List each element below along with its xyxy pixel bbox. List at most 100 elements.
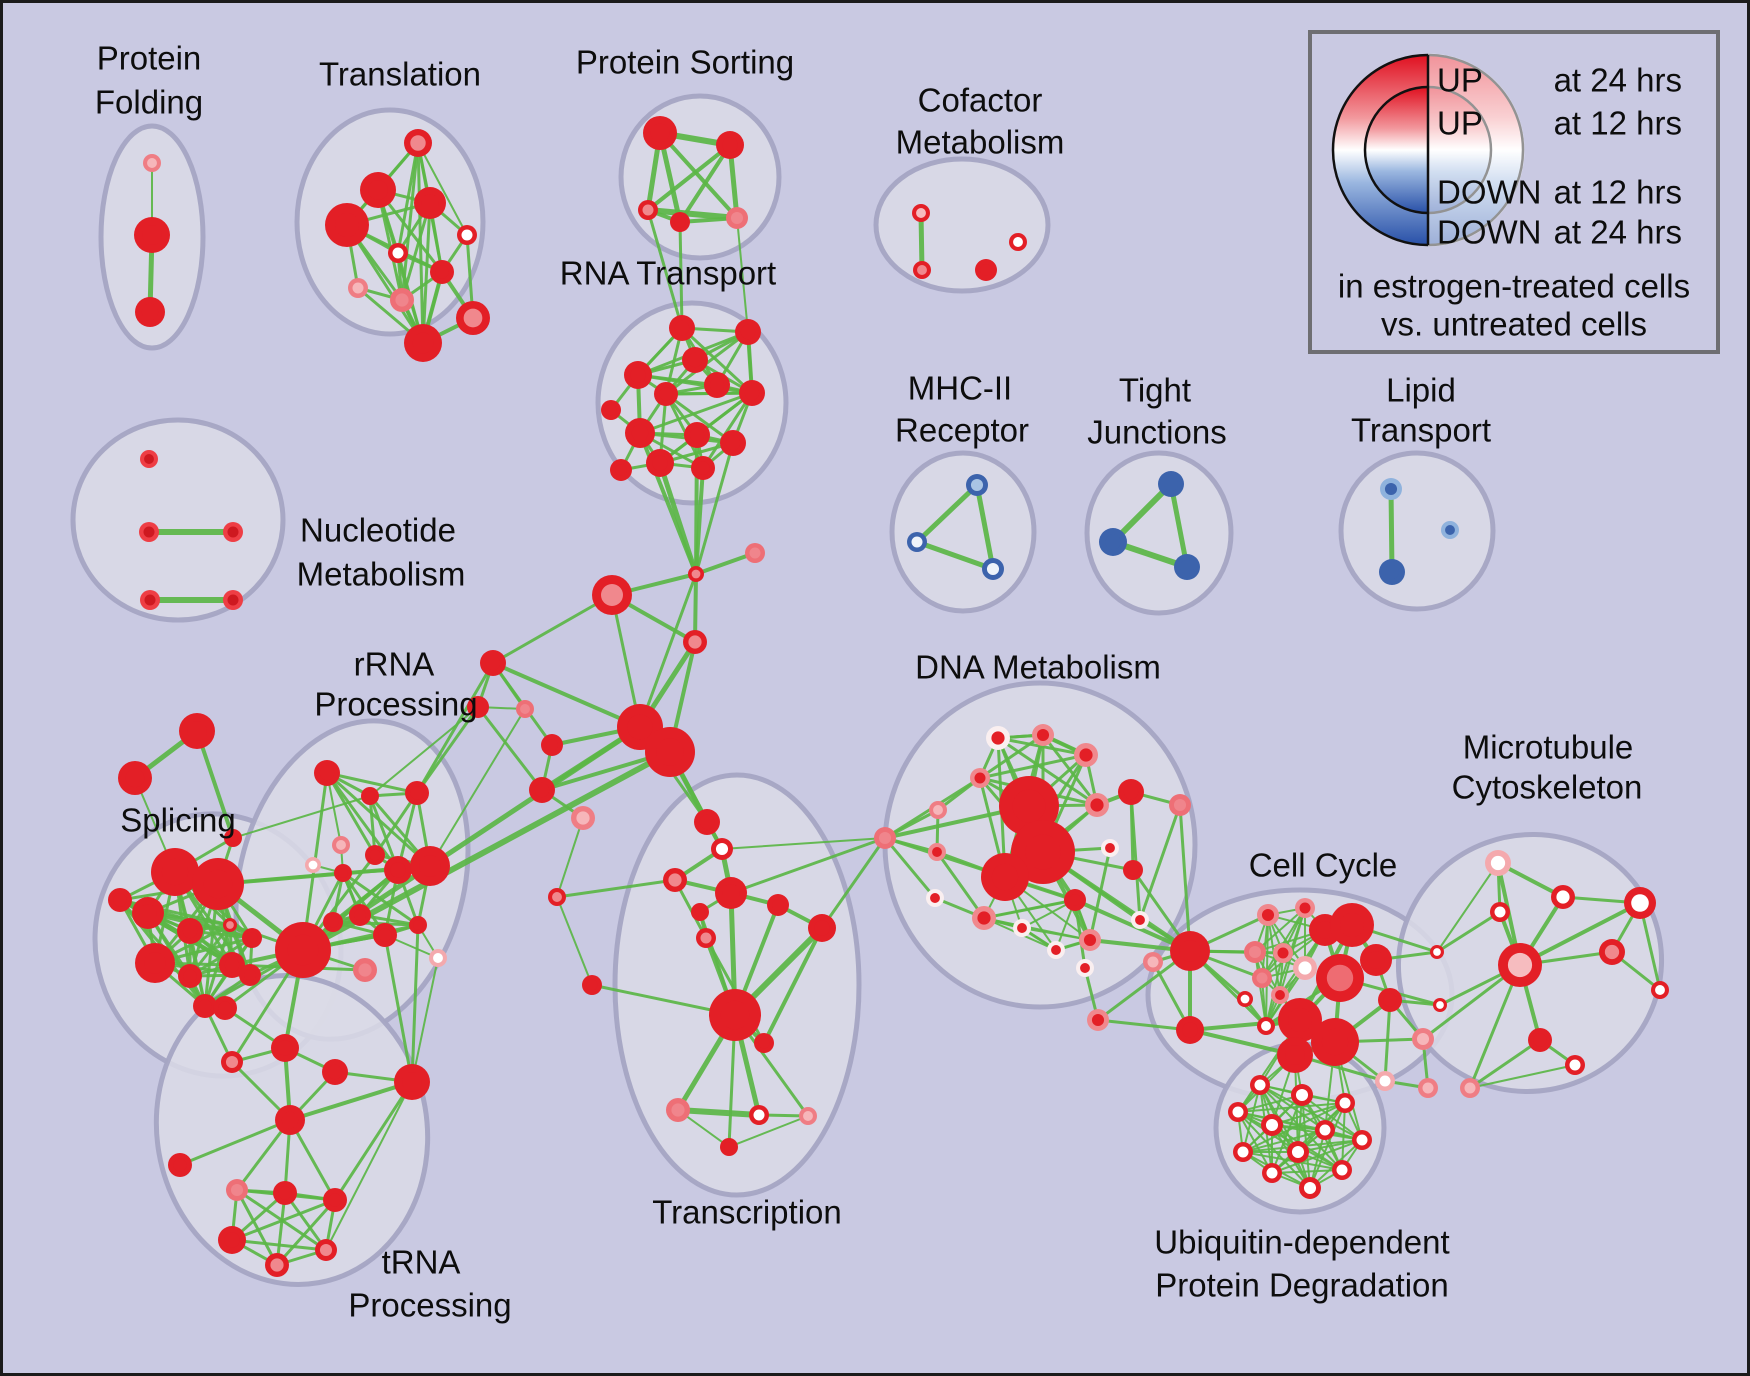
network-edge	[230, 1198, 337, 1242]
network-node-17	[670, 212, 690, 232]
network-node-87	[323, 912, 343, 932]
legend-time-12a: at 12 hrs	[1554, 105, 1682, 142]
network-node-90	[429, 949, 447, 967]
network-node-53	[592, 575, 632, 615]
network-node-161	[1176, 1016, 1204, 1044]
node-center	[933, 805, 943, 815]
network-node-6	[414, 187, 446, 219]
network-node-169	[1418, 1078, 1438, 1098]
network-node-16	[638, 200, 658, 220]
node-center	[1299, 902, 1311, 914]
node-center	[1316, 921, 1334, 939]
network-edge	[657, 460, 699, 577]
network-node-18	[726, 207, 748, 229]
network-edge	[694, 441, 735, 576]
labels-layer: Protein Folding Translation Protein Sorting…	[95, 40, 1643, 1324]
network-edge	[1237, 1111, 1343, 1171]
node-center	[1339, 912, 1365, 938]
network-edge	[1073, 898, 1192, 953]
cluster-ellipse-translation	[294, 107, 486, 337]
network-node-56	[645, 727, 695, 777]
network-node-67	[192, 858, 244, 910]
network-node-24	[907, 532, 927, 552]
node-center	[139, 904, 157, 922]
network-node-84	[365, 845, 385, 865]
network-node-49	[601, 400, 621, 420]
node-center	[696, 461, 710, 475]
network-node-184	[1335, 1093, 1355, 1113]
network-edge	[1129, 790, 1135, 872]
network-node-77	[242, 928, 262, 948]
node-center	[724, 1142, 734, 1152]
network-node-143	[1123, 860, 1143, 880]
node-center	[1266, 1167, 1278, 1179]
network-node-180	[1565, 1055, 1585, 1075]
cluster-label-lipid-transport-line1: Lipid	[1386, 372, 1456, 409]
network-node-122	[720, 1138, 738, 1156]
cluster-ellipse-lipid-transport	[1338, 450, 1496, 612]
network-node-12	[456, 301, 490, 335]
network-node-126	[970, 768, 990, 788]
cluster-label-tight-junctions-line1: Tight	[1119, 372, 1191, 409]
network-node-11	[390, 288, 414, 312]
network-node-115	[767, 894, 789, 916]
network-node-58	[529, 777, 555, 803]
node-center	[1090, 798, 1104, 812]
cluster-label-microtubule-cytoskeleton-line2: Cytoskeleton	[1452, 769, 1643, 806]
network-node-2	[135, 297, 165, 327]
node-center	[1379, 1075, 1391, 1087]
legend: UP UP DOWN DOWN at 24 hrs at 12 hrs at 1…	[1308, 30, 1720, 354]
network-edge	[491, 661, 642, 729]
network-edge	[694, 551, 757, 576]
network-node-110	[715, 877, 747, 909]
network-node-108	[711, 838, 733, 860]
node-center	[308, 860, 318, 870]
cluster-label-splicing-line1: Splicing	[120, 802, 236, 839]
network-edge	[325, 771, 400, 872]
node-center	[281, 1111, 299, 1129]
node-center	[173, 1158, 187, 1172]
network-edge	[345, 223, 425, 345]
cluster-label-cofactor-metabolism-line2: Metabolism	[896, 124, 1065, 161]
node-center	[144, 952, 166, 974]
network-node-64	[118, 761, 152, 795]
network-edge	[638, 572, 698, 729]
network-node-45	[684, 422, 710, 448]
network-edge	[1518, 901, 1642, 967]
node-center	[576, 811, 590, 825]
network-node-189	[1287, 1141, 1309, 1163]
node-center	[552, 892, 562, 902]
node-center	[1017, 923, 1027, 933]
node-center	[986, 562, 1000, 576]
cluster-label-translation-line1: Translation	[319, 56, 481, 93]
cluster-label-mhc-ii-receptor-line2: Receptor	[895, 412, 1029, 449]
network-edge	[1168, 481, 1190, 570]
network-node-3	[404, 129, 432, 157]
cluster-label-rrna-processing-line2: Processing	[314, 686, 477, 723]
node-center	[695, 907, 705, 917]
network-node-101	[226, 1179, 248, 1201]
network-edge	[1271, 1169, 1343, 1174]
node-center	[652, 455, 668, 471]
network-edge	[914, 482, 980, 545]
network-node-20	[913, 261, 931, 279]
node-center	[392, 247, 404, 259]
node-center	[1025, 834, 1061, 870]
nodes-layer	[108, 116, 1669, 1277]
network-node-38	[735, 319, 761, 345]
node-center	[911, 536, 923, 548]
network-node-165	[1360, 944, 1392, 976]
node-center	[1569, 1059, 1581, 1071]
node-center	[814, 920, 830, 936]
network-node-174	[1490, 902, 1510, 922]
cluster-label-nucleotide-metabolism-line1: Nucleotide	[300, 512, 456, 549]
network-edge	[978, 733, 1045, 780]
node-center	[687, 352, 703, 368]
network-edge	[721, 837, 886, 850]
node-center	[227, 594, 239, 606]
network-node-164	[1277, 1037, 1313, 1073]
node-center	[402, 1072, 422, 1092]
network-edge	[638, 391, 754, 435]
network-edge	[883, 836, 937, 900]
